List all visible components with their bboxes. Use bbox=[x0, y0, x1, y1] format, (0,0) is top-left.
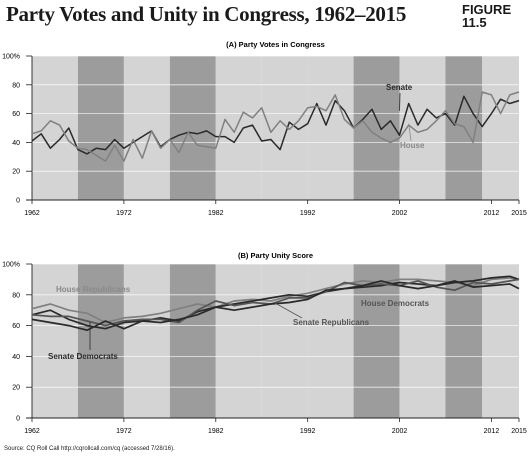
panel-a-band bbox=[123, 56, 170, 200]
panel-a-y-tick-label: 100% bbox=[2, 54, 20, 61]
panel-a-label-house: House bbox=[400, 141, 425, 150]
panel-b-band bbox=[77, 264, 124, 418]
panel-b-x-tick-label: 2002 bbox=[392, 428, 408, 435]
panel-b-band bbox=[123, 264, 170, 418]
panel-a-band bbox=[482, 56, 519, 200]
panel-b-band bbox=[482, 264, 519, 418]
panel-b-label-senate-republicans: Senate Republicans bbox=[293, 318, 370, 327]
panel-b-series-senate-republicans bbox=[31, 278, 520, 327]
panel-b-band bbox=[215, 264, 262, 418]
panel-a-y-tick-label: 60 bbox=[12, 111, 20, 118]
panel-a-x-tick-label: 2015 bbox=[511, 210, 527, 217]
panel-b-label-house-republicans: House Republicans bbox=[56, 285, 131, 294]
panel-a-series-house bbox=[31, 91, 520, 162]
panel-b-series-house-republicans bbox=[31, 277, 520, 324]
panel-b-y-tick-label: 20 bbox=[12, 385, 20, 392]
panel-a-y-tick-label: 0 bbox=[16, 198, 20, 205]
panel-a-x-tick-label: 1992 bbox=[300, 210, 316, 217]
panel-a-band bbox=[307, 56, 354, 200]
panel-b-x-tick-label: 1982 bbox=[208, 428, 224, 435]
panel-a-x-tick-label: 1972 bbox=[116, 210, 132, 217]
panel-b-title: (B) Party Unity Score bbox=[238, 251, 313, 260]
panel-b-x-tick-label: 1972 bbox=[116, 428, 132, 435]
panel-b-band bbox=[353, 264, 400, 418]
panel-a-y-tick-label: 80 bbox=[12, 82, 20, 89]
panel-b-x-tick-label: 1962 bbox=[24, 428, 40, 435]
panel-a-label-senate: Senate bbox=[386, 83, 413, 92]
panel-b-series-senate-democrats bbox=[31, 280, 520, 332]
panel-b-band bbox=[32, 264, 78, 418]
panel-a-y-tick-label: 40 bbox=[12, 140, 20, 147]
panel-b-x-tick-label: 2015 bbox=[511, 428, 527, 435]
panel-a-x-tick-label: 1982 bbox=[208, 210, 224, 217]
panel-a-title: (A) Party Votes in Congress bbox=[226, 40, 325, 49]
source-note: Source: CQ Roll Call http://cqrollcall.c… bbox=[4, 446, 175, 452]
panel-a-band bbox=[353, 56, 400, 200]
panel-b-band bbox=[399, 264, 446, 418]
panel-a-band bbox=[169, 56, 216, 200]
panel-a-y-tick-label: 20 bbox=[12, 169, 20, 176]
panel-b-band bbox=[169, 264, 216, 418]
panel-b-band bbox=[261, 264, 308, 418]
panel-b-y-tick-label: 100% bbox=[2, 262, 20, 269]
panel-b-label-senate-democrats: Senate Democrats bbox=[48, 352, 118, 361]
panel-b-x-tick-label: 2012 bbox=[484, 428, 500, 435]
panel-b-y-tick-label: 0 bbox=[16, 416, 20, 423]
panel-a-x-tick-label: 2002 bbox=[392, 210, 408, 217]
page-title: Party Votes and Unity in Congress, 1962–… bbox=[6, 2, 407, 26]
panel-b-label-house-democrats: House Democrats bbox=[361, 299, 430, 308]
panel-a-band bbox=[32, 56, 78, 200]
figure-label: FIGURE 11.5 bbox=[462, 2, 512, 30]
panel-a-band bbox=[77, 56, 124, 200]
panel-b-y-tick-label: 80 bbox=[12, 292, 20, 299]
panel-b-x-tick-label: 1992 bbox=[300, 428, 316, 435]
panel-a-series-senate bbox=[31, 95, 520, 155]
panel-b-y-tick-label: 40 bbox=[12, 354, 20, 361]
panel-a-leader-house bbox=[408, 123, 412, 142]
panel-b-y-tick-label: 60 bbox=[12, 323, 20, 330]
panel-b-leader-senate-republicans bbox=[274, 302, 303, 319]
panel-a-x-tick-label: 1962 bbox=[24, 210, 40, 217]
panel-a-x-tick-label: 2012 bbox=[484, 210, 500, 217]
